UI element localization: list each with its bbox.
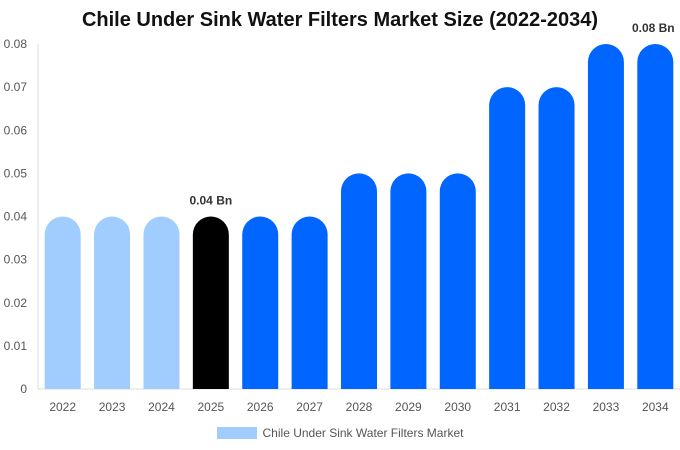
bar-2030 [439, 173, 476, 389]
y-tick-label: 0.04 [4, 210, 28, 224]
y-tick-label: 0.03 [4, 253, 28, 267]
bar-2023 [94, 216, 131, 389]
y-tick-label: 0.02 [4, 296, 28, 310]
bar-2033 [587, 44, 624, 389]
y-tick-label: 0.05 [4, 166, 28, 180]
data-label: 0.08 Bn [632, 21, 675, 35]
x-tick-label: 2024 [148, 400, 175, 414]
x-tick-label: 2025 [197, 400, 224, 414]
data-label: 0.04 Bn [190, 194, 233, 208]
y-tick-label: 0.01 [4, 339, 28, 353]
x-tick-label: 2022 [49, 400, 76, 414]
x-tick-label: 2034 [642, 400, 669, 414]
bar-2024 [143, 216, 180, 389]
x-tick-label: 2032 [543, 400, 570, 414]
bar-2032 [538, 87, 575, 389]
x-tick-label: 2026 [247, 400, 274, 414]
bar-2031 [489, 87, 526, 389]
y-tick-label: 0.06 [4, 123, 28, 137]
chart-title: Chile Under Sink Water Filters Market Si… [81, 9, 599, 31]
bar-2022 [44, 216, 81, 389]
legend-label: Chile Under Sink Water Filters Market [262, 426, 464, 440]
bar-2029 [390, 173, 427, 389]
legend: Chile Under Sink Water Filters Market [0, 426, 680, 440]
legend-swatch [216, 427, 257, 439]
bar-2028 [341, 173, 377, 389]
bar-2026 [242, 216, 279, 389]
x-tick-label: 2030 [444, 400, 471, 414]
x-tick-label: 2031 [494, 400, 521, 414]
y-tick-label: 0.08 [4, 37, 28, 51]
x-tick-label: 2028 [346, 400, 373, 414]
y-tick-label: 0.07 [4, 80, 28, 94]
x-tick-label: 2023 [99, 400, 126, 414]
bar-2034 [637, 44, 674, 389]
y-tick-label: 0 [20, 382, 27, 396]
x-tick-label: 2029 [395, 400, 422, 414]
bar-2025 [192, 216, 229, 389]
bar-2027 [291, 216, 328, 389]
x-tick-label: 2033 [593, 400, 620, 414]
x-tick-label: 2027 [296, 400, 323, 414]
